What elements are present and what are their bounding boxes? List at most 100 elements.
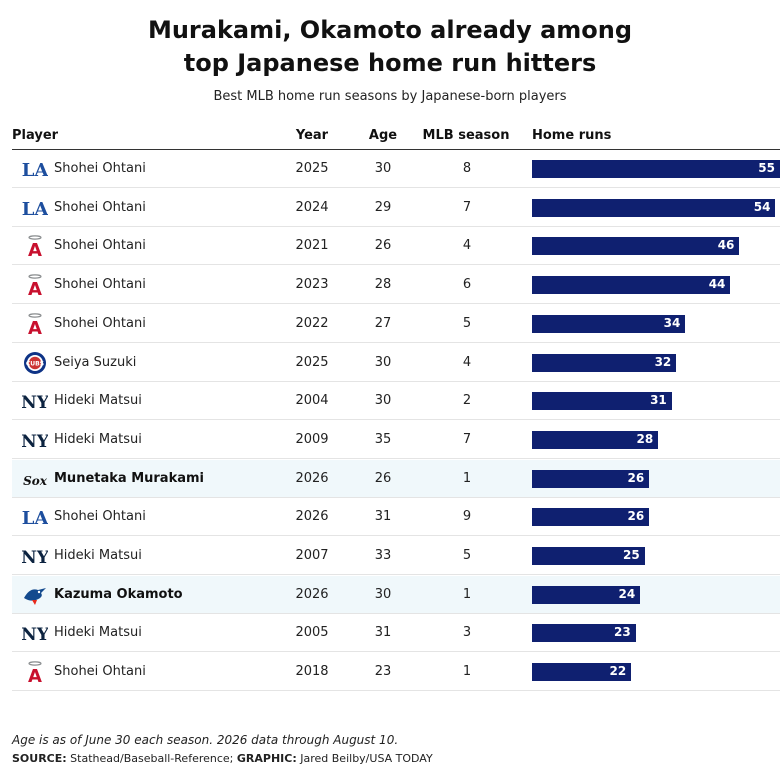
home-run-bar: 32: [532, 353, 677, 372]
table-row: NY Hideki Matsui 2004 30 2 31: [12, 382, 780, 421]
player-age: 28: [374, 277, 392, 293]
season-year: 2005: [295, 625, 329, 641]
home-run-value-label: 22: [609, 664, 627, 679]
home-run-bar: 24: [532, 585, 641, 604]
home-run-value-label: 55: [758, 161, 775, 175]
svg-text:NY: NY: [22, 548, 48, 568]
home-run-bar: 23: [532, 624, 636, 643]
svg-text:NY: NY: [22, 432, 48, 452]
home-run-value-label: 24: [618, 586, 636, 601]
player-age: 30: [374, 393, 392, 409]
chart-title-line-1: Murakami, Okamoto already among: [147, 16, 633, 44]
player-age: 23: [374, 664, 392, 680]
mlb-season-number: 4: [462, 354, 472, 370]
svg-text:NY: NY: [22, 625, 48, 645]
svg-text:A: A: [28, 318, 42, 336]
player-name: Shohei Ohtani: [54, 199, 146, 215]
svg-text:Sox: Sox: [23, 474, 48, 488]
table-row: A Shohei Ohtani 2022 27 5 34: [12, 305, 780, 343]
player-name: Shohei Ohtani: [54, 161, 146, 176]
home-run-bar: 26: [532, 469, 650, 488]
home-run-value-label: 23: [614, 625, 631, 640]
source-label: SOURCE:: [12, 752, 67, 765]
svg-text:A: A: [28, 240, 42, 258]
home-run-value-label: 46: [717, 238, 735, 253]
home-run-value-label: 54: [753, 199, 771, 214]
player-age: 26: [374, 238, 392, 254]
home-run-bar: 26: [532, 508, 650, 527]
svg-text:LA: LA: [22, 508, 48, 529]
mlb-season-number: 9: [462, 509, 472, 525]
header-mlb-season: MLB season: [422, 128, 510, 143]
player-age: 31: [374, 509, 392, 525]
table-row: A Shohei Ohtani 2021 26 4 46: [12, 227, 780, 266]
home-run-value-label: 44: [708, 277, 726, 292]
la-dodgers-logo-icon: LA: [22, 505, 50, 529]
player-name: Hideki Matsui: [54, 548, 142, 563]
angels-logo-icon: A: [22, 312, 48, 339]
source-line: SOURCE: Stathead/Baseball-Reference; GRA…: [12, 752, 433, 765]
home-run-value-label: 25: [623, 548, 640, 562]
svg-text:A: A: [28, 666, 42, 684]
angels-logo-icon: A: [22, 273, 48, 300]
table-row: A Shohei Ohtani 2018 23 1 22: [12, 653, 780, 692]
mlb-season-number: 7: [462, 199, 472, 215]
season-year: 2021: [295, 238, 329, 254]
home-run-value-label: 26: [627, 470, 645, 485]
table-row: LA Shohei Ohtani 2024 29 7 54: [12, 189, 780, 227]
home-run-value-label: 26: [627, 509, 645, 524]
table-row: NY Hideki Matsui 2009 35 7 28: [12, 421, 780, 459]
graphic-label: GRAPHIC:: [236, 752, 297, 765]
chart-subtitle: Best MLB home run seasons by Japanese-bo…: [213, 89, 567, 104]
svg-text:LA: LA: [22, 199, 48, 220]
graphic-text: Jared Beilby/USA TODAY: [300, 752, 433, 765]
table-row: A Shohei Ohtani 2023 28 6 44: [12, 266, 780, 305]
player-age: 30: [374, 354, 392, 370]
table-row: NY Hideki Matsui 2007 33 5 25: [12, 537, 780, 575]
season-year: 2025: [295, 161, 329, 176]
footnote: Age is as of June 30 each season. 2026 d…: [12, 733, 399, 747]
home-run-bar: 44: [532, 276, 731, 295]
mlb-season-number: 1: [462, 470, 472, 486]
player-age: 30: [374, 161, 392, 176]
table-row: Sox Munetaka Murakami 2026 26 1 26: [12, 459, 780, 498]
svg-text:LA: LA: [22, 160, 48, 181]
mlb-season-number: 7: [462, 431, 472, 447]
player-name: Munetaka Murakami: [54, 470, 204, 486]
home-run-bar: 22: [532, 663, 632, 682]
player-name: Shohei Ohtani: [54, 509, 146, 525]
header-age: Age: [368, 128, 398, 143]
yankees-logo-icon: NY: [21, 544, 50, 568]
season-year: 2026: [295, 509, 329, 525]
angels-logo-icon: A: [22, 660, 48, 687]
header-divider: [12, 149, 780, 150]
season-year: 2009: [295, 431, 329, 447]
player-name: Shohei Ohtani: [54, 238, 146, 254]
svg-text:A: A: [28, 279, 42, 297]
table-row: LA Shohei Ohtani 2026 31 9 26: [12, 498, 780, 537]
la-dodgers-logo-icon: LA: [22, 196, 50, 220]
home-run-value-label: 31: [650, 393, 667, 408]
mlb-season-number: 2: [462, 393, 472, 409]
table-row: Kazuma Okamoto 2026 30 1 24: [12, 575, 780, 614]
player-name: Kazuma Okamoto: [54, 586, 183, 602]
mlb-season-number: 4: [462, 238, 472, 254]
player-name: Hideki Matsui: [54, 393, 142, 409]
table-row: CUBS Seiya Suzuki 2025 30 4 32: [12, 344, 780, 382]
white-sox-logo-icon: Sox: [22, 467, 48, 491]
home-run-value-label: 28: [636, 431, 654, 446]
mlb-season-number: 5: [462, 548, 472, 563]
table-row: NY Hideki Matsui 2005 31 3 23: [12, 614, 780, 653]
player-age: 27: [374, 315, 392, 331]
player-name: Hideki Matsui: [54, 431, 142, 447]
source-text: Stathead/Baseball-Reference;: [70, 752, 234, 765]
season-year: 2025: [295, 354, 329, 370]
player-name: Shohei Ohtani: [54, 315, 146, 331]
yankees-logo-icon: NY: [21, 621, 50, 645]
chart-title: Murakami, Okamoto already among top Japa…: [0, 14, 780, 80]
home-run-bar: 46: [532, 237, 740, 256]
home-run-bar: 54: [532, 198, 776, 217]
player-name: Seiya Suzuki: [54, 354, 137, 370]
header-year: Year: [295, 128, 329, 143]
season-year: 2004: [295, 393, 329, 409]
